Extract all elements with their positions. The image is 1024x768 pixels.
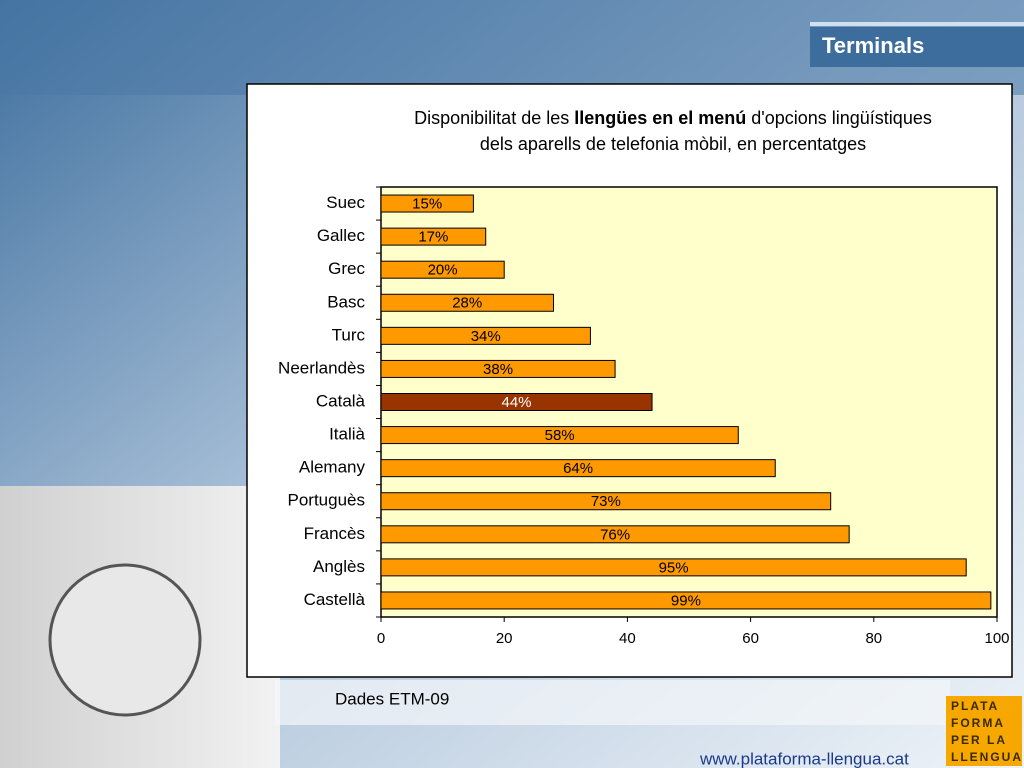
url: www.plataforma-llengua.cat — [699, 749, 909, 768]
x-tick-label: 20 — [496, 630, 513, 647]
title-part: dels aparells de telefonia mòbil, en per… — [480, 134, 866, 154]
x-tick-label: 100 — [984, 630, 1009, 647]
category-label: Neerlandès — [278, 358, 365, 377]
bar — [380, 459, 776, 478]
chart-title: dels aparells de telefonia mòbil, en per… — [480, 134, 866, 154]
x-tick-label: 40 — [619, 630, 636, 647]
value-label: 76% — [600, 526, 630, 543]
category-label: Anglès — [313, 557, 365, 576]
logo: PLATA FORMA PER LA LLENGUA — [951, 699, 1023, 764]
bar — [380, 359, 616, 378]
bar — [380, 326, 591, 345]
value-label: 64% — [563, 460, 593, 477]
category-label: Turc — [332, 325, 366, 344]
value-label: 17% — [418, 229, 448, 246]
x-tick-label: 0 — [377, 630, 385, 647]
logo-line: FORMA — [951, 716, 1005, 730]
value-label: 38% — [483, 361, 513, 378]
bar — [380, 591, 992, 610]
bar — [380, 293, 554, 312]
x-tick-label: 60 — [742, 630, 759, 647]
chart: Disponibilitat de les llengües en el men… — [278, 108, 1009, 647]
category-label: Italià — [329, 425, 365, 444]
chart-title: Disponibilitat de les llengües en el men… — [414, 108, 932, 128]
bar — [380, 194, 474, 213]
bar — [380, 393, 653, 411]
value-label: 73% — [591, 493, 621, 510]
x-tick-label: 80 — [865, 630, 882, 647]
category-label: Suec — [326, 193, 365, 212]
category-label: Basc — [327, 292, 365, 311]
category-label: Gallec — [317, 226, 366, 245]
value-label: 95% — [659, 559, 689, 576]
source-band — [275, 680, 950, 725]
bar — [380, 492, 832, 511]
value-label: 15% — [412, 196, 442, 213]
value-label: 28% — [452, 295, 482, 312]
bar — [380, 558, 967, 577]
title-part: d'opcions lingüístiques — [746, 108, 932, 128]
logo-box — [946, 696, 1022, 766]
category-label: Alemany — [299, 458, 366, 477]
category-label: Grec — [328, 259, 365, 278]
value-label: 20% — [428, 262, 458, 279]
bar — [380, 260, 505, 279]
title-box — [810, 27, 1024, 67]
value-label: 34% — [471, 328, 501, 345]
category-label: Francès — [304, 524, 365, 543]
slide-title: Terminals — [822, 33, 924, 58]
logo-line: PER LA — [951, 733, 1007, 747]
title-line — [810, 22, 1024, 26]
title-part: llengües en el menú — [574, 108, 746, 128]
source-note: Dades ETM-09 — [335, 689, 449, 708]
globe-image — [48, 563, 202, 717]
category-label: Català — [316, 391, 366, 410]
bar — [380, 227, 487, 246]
logo-line: PLATA — [951, 699, 999, 713]
category-label: Castellà — [304, 590, 366, 609]
value-label: 58% — [545, 427, 575, 444]
bar — [380, 426, 739, 445]
title-part: Disponibilitat de les — [414, 108, 574, 128]
value-label: 44% — [502, 394, 532, 411]
bar — [380, 525, 850, 544]
value-label: 99% — [671, 592, 701, 609]
logo-line: LLENGUA — [951, 750, 1023, 764]
category-label: Portuguès — [288, 491, 366, 510]
